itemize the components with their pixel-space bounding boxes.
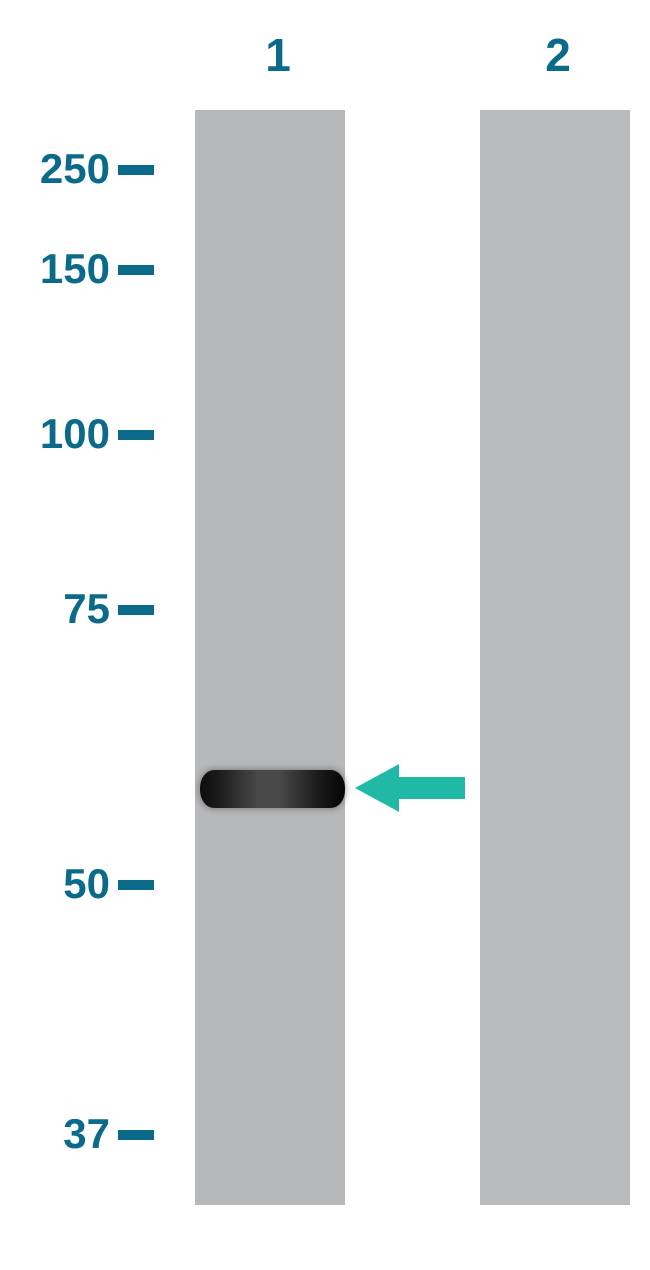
lane-2-label: 2 [538,28,578,82]
marker-label-50: 50 [40,860,110,908]
lane-2 [480,110,630,1205]
marker-tick-50 [118,880,154,890]
band-arrow-icon [355,760,465,816]
marker-label-75: 75 [40,585,110,633]
marker-tick-75 [118,605,154,615]
marker-tick-100 [118,430,154,440]
marker-label-100: 100 [20,410,110,458]
marker-label-150: 150 [20,245,110,293]
marker-tick-250 [118,165,154,175]
marker-tick-150 [118,265,154,275]
blot-container: { "canvas": { "width": 650, "height": 12… [0,0,650,1270]
band-lane-1 [200,770,345,808]
lane-1 [195,110,345,1205]
lane-1-label: 1 [258,28,298,82]
marker-label-250: 250 [20,145,110,193]
marker-tick-37 [118,1130,154,1140]
marker-label-37: 37 [40,1110,110,1158]
